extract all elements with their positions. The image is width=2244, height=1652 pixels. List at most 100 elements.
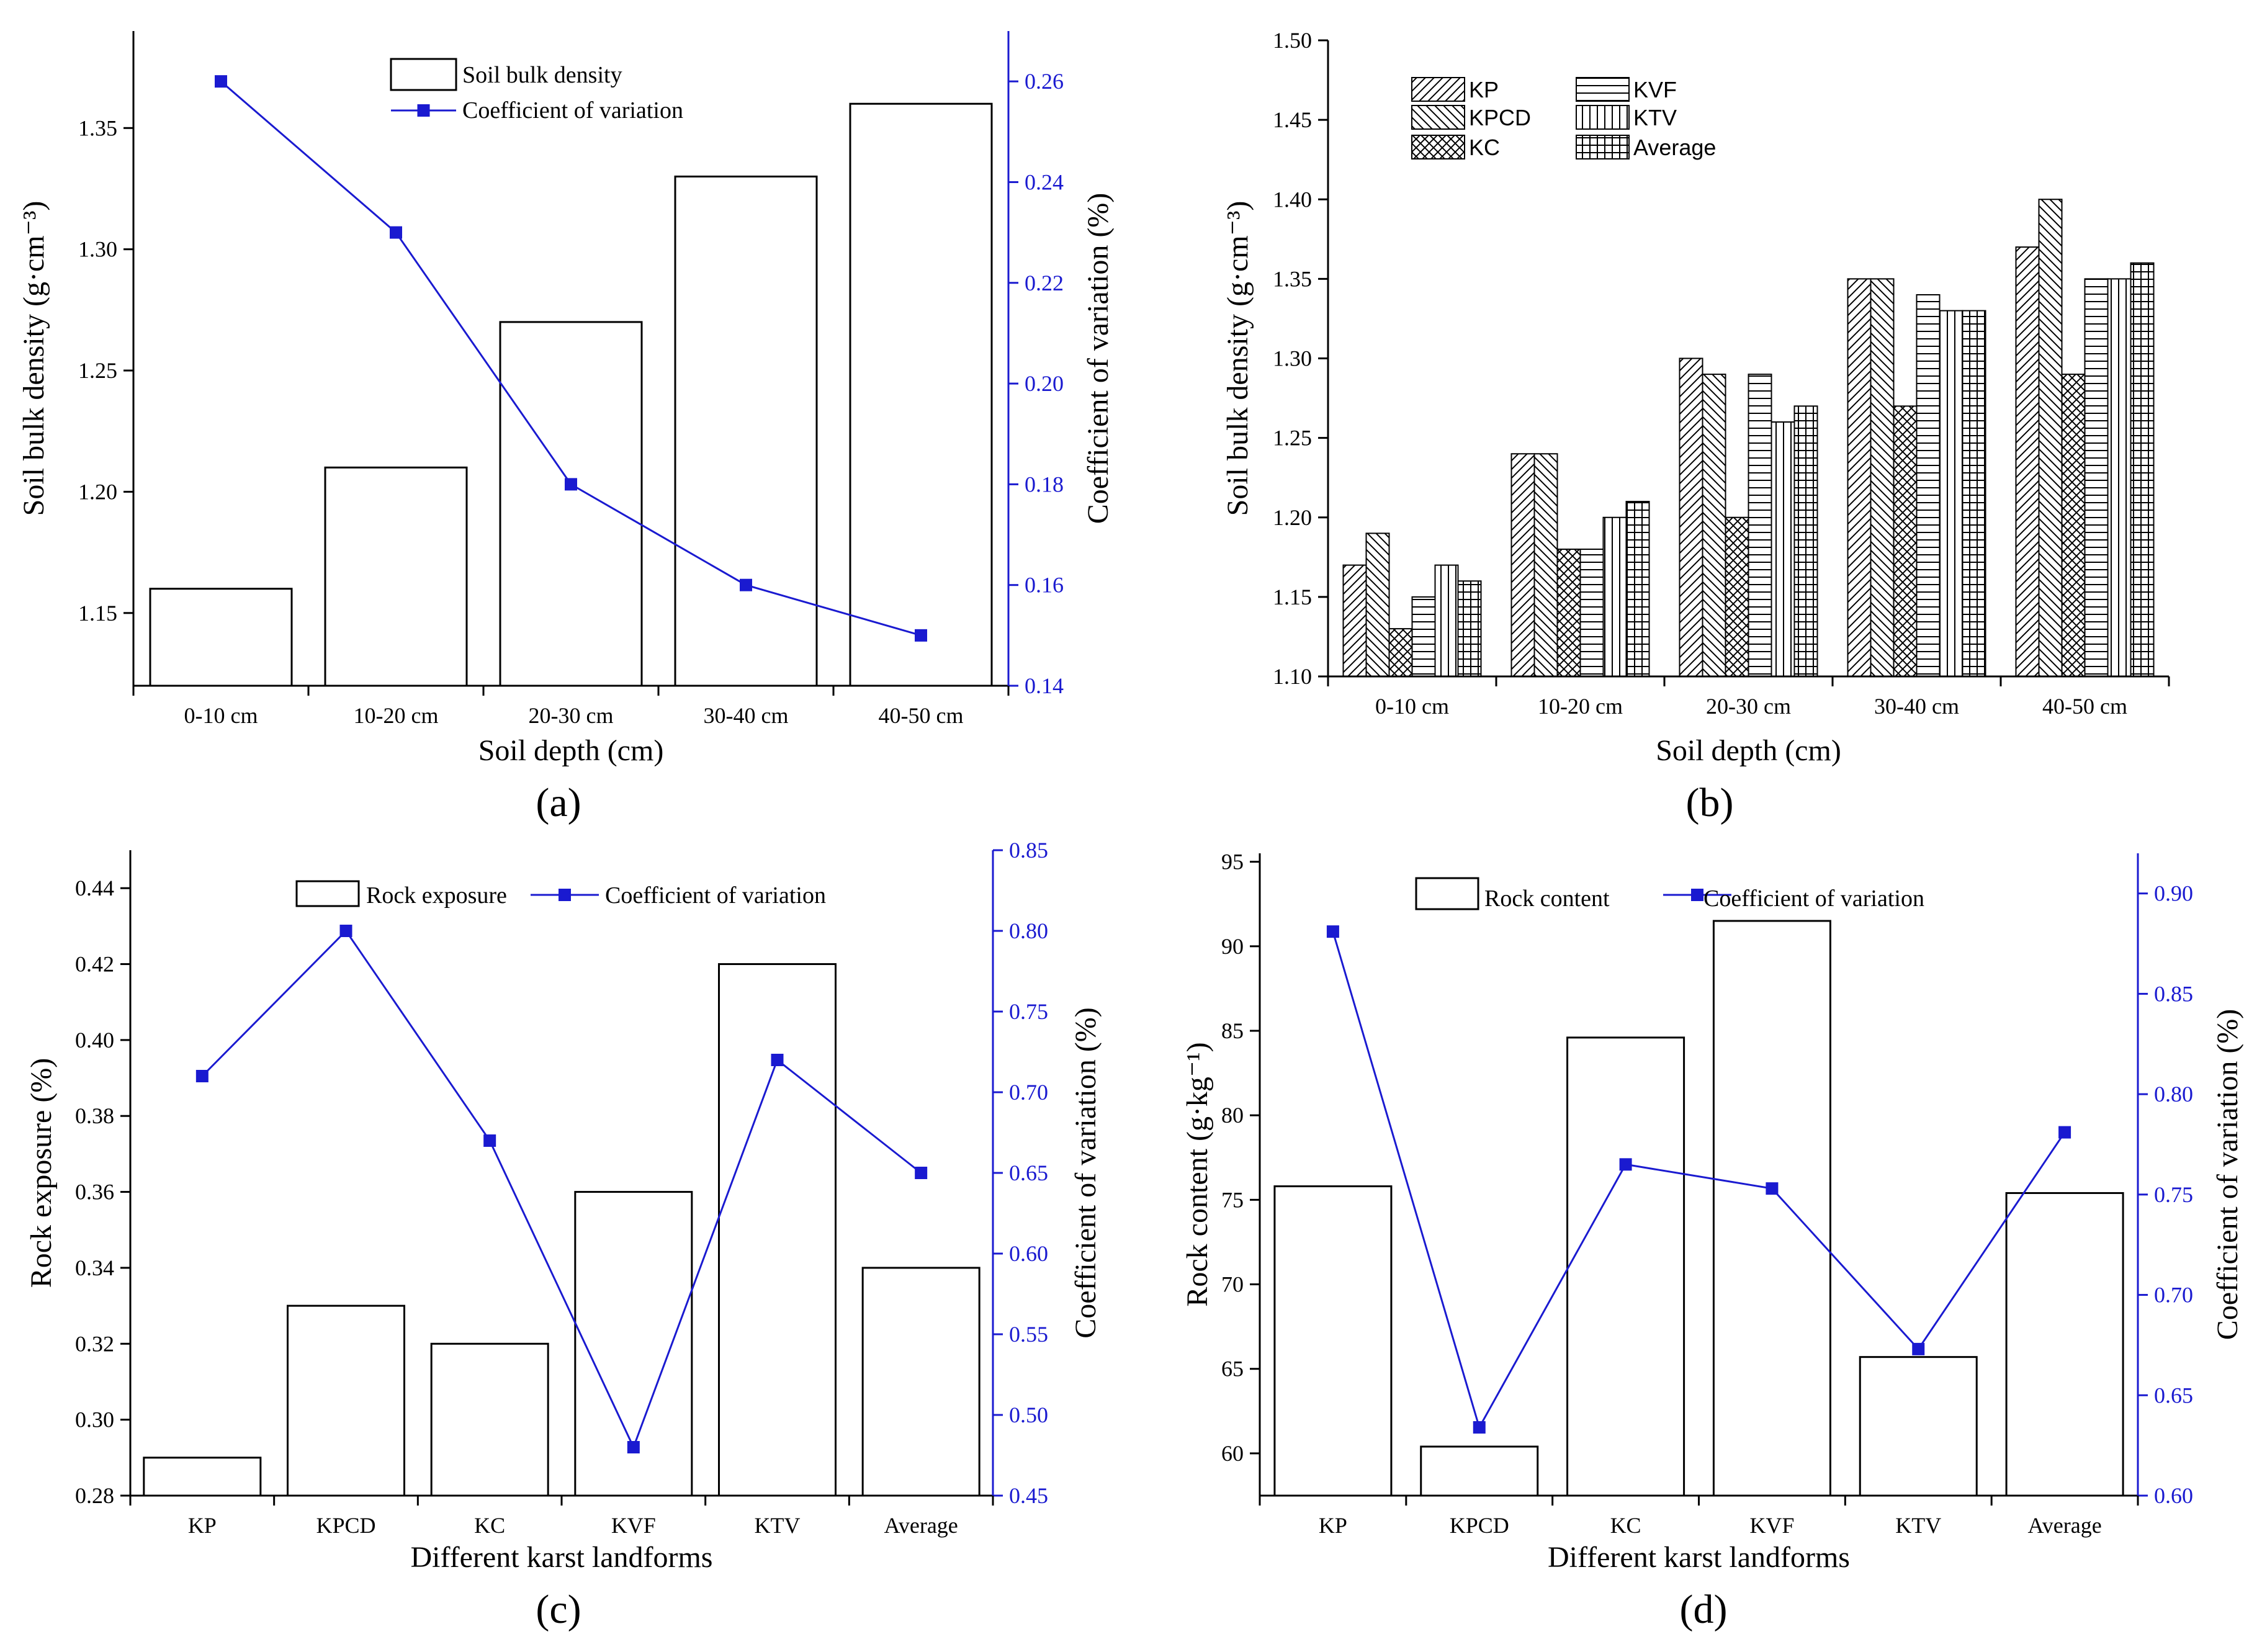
y2-tick-label: 0.60 <box>2154 1483 2193 1508</box>
x-tick-label: 20-30 cm <box>1706 694 1791 719</box>
bar <box>430 1342 549 1497</box>
panel-label: (a) <box>536 780 581 825</box>
bar <box>718 963 837 1497</box>
bar <box>1859 1356 1978 1497</box>
y2-axis-title: Coefficient of variation (%) <box>1069 1007 1102 1339</box>
cv-point <box>565 478 577 491</box>
chart-panel-1: 1.15 1.20 1.25 1.30 1.35 0.14 0.16 0.18 0.20 0.22… <box>17 31 1115 825</box>
legend-label-kp: KP <box>1469 77 1499 102</box>
y2-tick-label: 0.24 <box>1025 169 1064 194</box>
bar-average <box>1457 580 1482 677</box>
cv-point <box>339 925 352 937</box>
x-axis-title: Soil depth (cm) <box>478 734 664 767</box>
legend-swatch-kpcd <box>1411 105 1465 130</box>
y-tick-label: 1.40 <box>1273 187 1312 212</box>
x-axis-title: Different karst landforms <box>411 1541 713 1574</box>
bar-kvf <box>1579 549 1604 677</box>
x-tick-label: 40-50 cm <box>879 703 964 728</box>
y-tick-label: 60 <box>1221 1441 1244 1466</box>
y-tick-label: 0.42 <box>75 952 114 977</box>
cv-point <box>627 1441 640 1453</box>
x-tick-label: KVF <box>1749 1513 1794 1538</box>
y-tick-label: 1.30 <box>1273 346 1312 371</box>
bar-ktv <box>2107 278 2132 677</box>
y-tick-label: 75 <box>1221 1187 1244 1212</box>
bar <box>324 466 468 687</box>
y2-tick-label: 0.18 <box>1025 472 1064 496</box>
bar <box>499 321 643 687</box>
y2-tick-label: 0.26 <box>1025 69 1064 94</box>
legend-label-bar: Soil bulk density <box>462 62 622 88</box>
bar-kc <box>1893 405 1918 677</box>
bar-kc <box>1556 549 1581 677</box>
bar-ktv <box>1602 516 1627 677</box>
legend-swatch-bar <box>295 880 360 907</box>
y-tick-label: 0.30 <box>75 1407 114 1432</box>
legend-swatch-average <box>1576 135 1630 159</box>
cv-point <box>215 75 227 88</box>
legend-swatch-ktv <box>1576 105 1630 130</box>
x-tick-label: 10-20 cm <box>1538 694 1623 719</box>
y2-tick-label: 0.45 <box>1009 1483 1048 1508</box>
bar-average <box>1962 310 1986 677</box>
bar-kc <box>2061 374 2086 677</box>
cv-point <box>771 1054 784 1066</box>
y2-tick-label: 0.55 <box>1009 1322 1048 1347</box>
x-tick-label: KPCD <box>316 1513 375 1538</box>
x-tick-label: 30-40 cm <box>704 703 789 728</box>
y-tick-label: 85 <box>1221 1018 1244 1043</box>
y-tick-label: 1.45 <box>1273 107 1312 132</box>
cv-line <box>1332 931 2066 1430</box>
cv-point <box>1912 1342 1925 1355</box>
cv-point <box>740 578 752 591</box>
bar-average <box>2130 262 2155 677</box>
y2-tick-label: 0.22 <box>1025 271 1064 295</box>
bar-kvf <box>1748 374 1772 677</box>
chart-panel-2: 1.10 1.15 1.20 1.25 1.30 1.35 1.40 1.45 1.50 0-10… <box>1221 28 2170 825</box>
bar-ktv <box>1434 564 1459 677</box>
cv-point <box>390 226 402 239</box>
x-tick-label: KPCD <box>1450 1513 1509 1538</box>
bar <box>1420 1445 1539 1497</box>
y2-tick-label: 0.60 <box>1009 1241 1048 1266</box>
y-tick-label: 1.20 <box>1273 505 1312 530</box>
y2-axis-title: Coefficient of variation (%) <box>1082 193 1115 524</box>
y2-tick-label: 0.14 <box>1025 673 1064 698</box>
y-tick-label: 1.10 <box>1273 664 1312 689</box>
y-axis-title: Rock exposure (%) <box>25 1058 58 1288</box>
y-tick-label: 65 <box>1221 1357 1244 1381</box>
bar <box>1273 1185 1393 1497</box>
x-tick-label: 0-10 cm <box>184 703 258 728</box>
bar-kpcd <box>1702 374 1726 677</box>
bar-average <box>1625 501 1650 677</box>
x-tick-label: KVF <box>611 1513 656 1538</box>
y-tick-label: 1.25 <box>78 358 117 383</box>
y2-tick-label: 0.50 <box>1009 1403 1048 1427</box>
x-tick-label: 40-50 cm <box>2042 694 2127 719</box>
bar-kp <box>1679 357 1703 677</box>
bar <box>143 1457 262 1497</box>
y-tick-label: 0.28 <box>75 1483 114 1508</box>
y2-tick-label: 0.80 <box>2154 1082 2193 1107</box>
cv-point <box>915 629 927 642</box>
cv-point <box>1326 925 1339 938</box>
y2-tick-label: 0.20 <box>1025 371 1064 396</box>
y-axis-title: Rock content (g·kg⁻¹) <box>1181 1042 1214 1306</box>
bar <box>574 1191 693 1497</box>
legend-label-line: Coefficient of variation <box>605 882 826 909</box>
bar-kpcd <box>1533 453 1558 677</box>
y-tick-label: 1.15 <box>1273 585 1312 609</box>
bar <box>1712 920 1831 1497</box>
bar <box>861 1267 981 1497</box>
cv-point <box>1619 1158 1632 1171</box>
panel-label: (d) <box>1680 1587 1728 1632</box>
bar-kvf <box>1916 294 1941 677</box>
panel-label: (c) <box>536 1587 581 1632</box>
y-tick-label: 1.25 <box>1273 426 1312 451</box>
cv-point <box>915 1167 928 1179</box>
y2-tick-label: 0.65 <box>2154 1383 2193 1407</box>
legend-swatch-bar <box>1415 877 1479 910</box>
y-tick-label: 1.15 <box>78 601 117 626</box>
y-tick-label: 1.30 <box>78 237 117 262</box>
